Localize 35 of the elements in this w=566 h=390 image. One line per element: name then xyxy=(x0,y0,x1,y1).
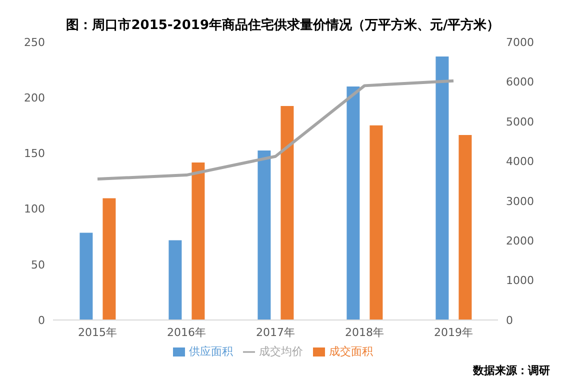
y2-tick-label: 6000 xyxy=(506,76,534,89)
y2-tick-label: 2000 xyxy=(506,234,534,248)
legend-label: 成交面积 xyxy=(329,345,373,358)
line-series xyxy=(96,79,455,181)
bar xyxy=(458,134,472,320)
bar xyxy=(370,125,383,320)
bar xyxy=(280,106,294,320)
y2-tick-label: 0 xyxy=(506,314,513,327)
y-tick-label: 200 xyxy=(24,92,45,105)
x-tick-label: 2018年 xyxy=(345,326,384,339)
bar xyxy=(102,198,116,320)
bar xyxy=(80,232,93,320)
y-tick-label: 150 xyxy=(24,147,45,160)
bar xyxy=(346,86,360,320)
x-tick-label: 2016年 xyxy=(167,326,206,339)
x-tick-label: 2015年 xyxy=(78,326,117,339)
bar xyxy=(258,150,271,320)
legend-label: 供应面积 xyxy=(189,345,233,358)
x-tick-label: 2017年 xyxy=(256,326,295,339)
legend-label: 成交均价 xyxy=(259,345,303,358)
source-note: 数据来源：调研 xyxy=(473,363,550,378)
y-tick-label: 250 xyxy=(24,36,45,49)
chart-title: 图：周口市2015-2019年商品住宅供求量价情况（万平方米、元/平方米） xyxy=(65,16,501,34)
y-tick-label: 0 xyxy=(38,314,45,327)
bar xyxy=(192,162,205,320)
bar xyxy=(436,56,449,320)
y2-tick-label: 5000 xyxy=(506,115,534,128)
y2-tick-label: 1000 xyxy=(506,274,534,288)
y2-tick-label: 7000 xyxy=(506,36,534,49)
y2-tick-label: 4000 xyxy=(506,155,534,168)
y-tick-label: 100 xyxy=(24,202,45,216)
x-tick-label: 2019年 xyxy=(434,326,473,339)
bar xyxy=(168,240,182,320)
y-tick-label: 50 xyxy=(31,258,45,272)
y2-tick-label: 3000 xyxy=(506,194,534,208)
